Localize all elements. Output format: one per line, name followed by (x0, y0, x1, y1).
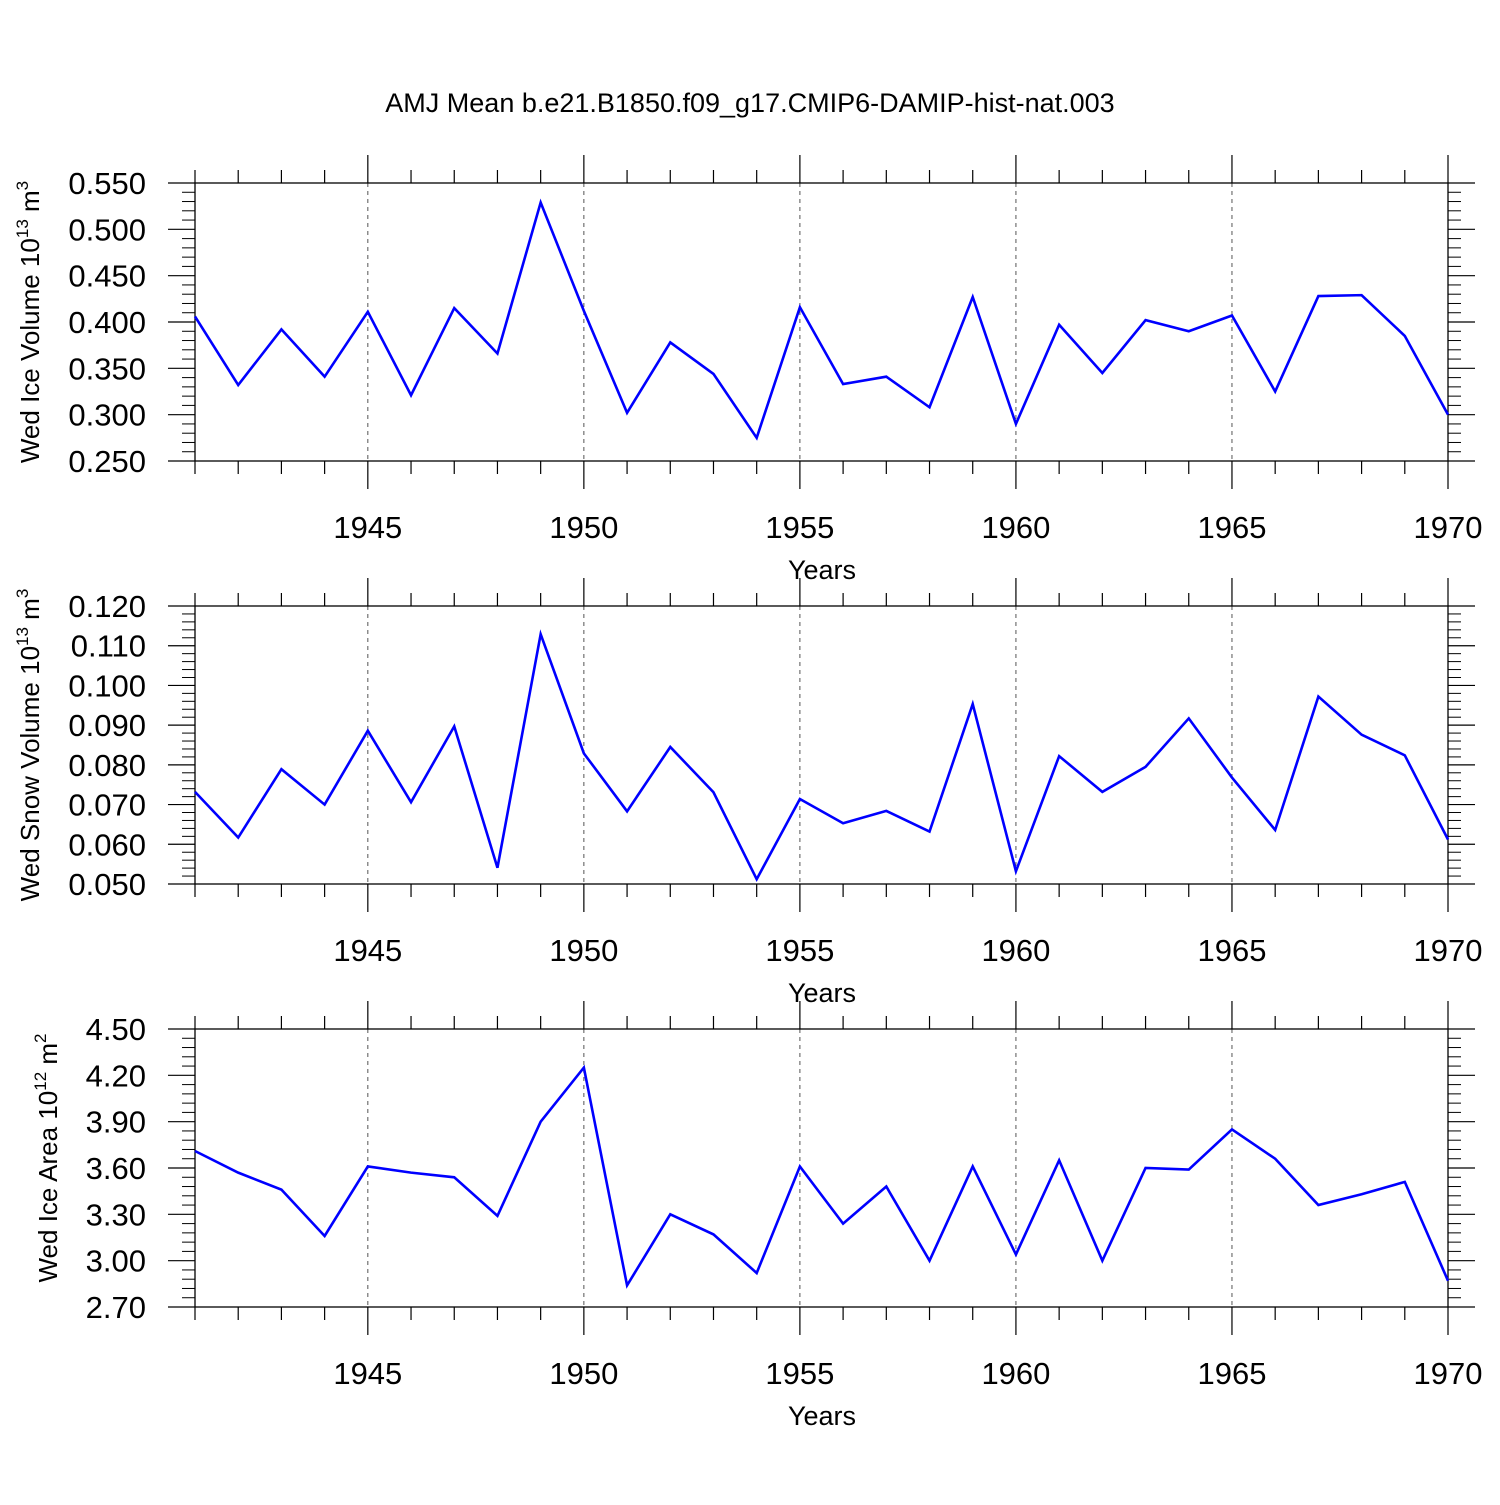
panel-1-y-axis-label: Wed Ice Volume 1013 m3 (13, 181, 45, 463)
panel-1-y-axis-label-part: Wed Ice Volume 10 (15, 238, 45, 463)
panel-3-y-tick-label: 4.20 (86, 1058, 146, 1093)
panel-3-y-axis-label-part: 2 (31, 1033, 50, 1042)
panel-1-y-tick-label: 0.500 (68, 212, 146, 247)
panel-2-series-line (194, 629, 1450, 883)
panel-1-x-axis-label: Years (788, 555, 856, 585)
panel-3-x-tick-label: 1945 (333, 1356, 402, 1391)
panel-1-x-tick-label: 1945 (333, 510, 402, 545)
panel-3-y-axis-label-part: Wed Ice Area 10 (33, 1091, 63, 1283)
panel-2-x-tick-label: 1965 (1197, 933, 1266, 968)
panel-2-x-tick-label: 1950 (549, 933, 618, 968)
panel-3-x-tick-label: 1950 (549, 1356, 618, 1391)
panel-3-y-tick-label: 3.60 (86, 1151, 146, 1186)
panel-3-y-tick-label: 4.50 (86, 1012, 146, 1047)
panel-1-y-tick-label: 0.550 (68, 166, 146, 201)
panel-2-x-tick-label: 1960 (981, 933, 1050, 968)
panel-2-y-tick-label: 0.120 (68, 589, 146, 624)
panel-2-y-tick-label: 0.080 (68, 748, 146, 783)
panel-1-y-tick-label: 0.350 (68, 351, 146, 386)
panel-2-y-tick-label: 0.060 (68, 827, 146, 862)
panel-1-y-tick-label: 0.400 (68, 305, 146, 340)
panel-2-y-tick-label: 0.090 (68, 708, 146, 743)
panel-2-x-axis-label: Years (788, 978, 856, 1008)
panel-1-y-axis-label-part: m (15, 190, 45, 219)
panel-2-y-axis-label-part: m (15, 598, 45, 627)
panel-1-y-axis-label-part: 3 (13, 181, 32, 190)
panel-3-series-line (194, 1064, 1450, 1289)
panel-3-x-tick-label: 1970 (1414, 1356, 1483, 1391)
panel-3-y-tick-label: 3.00 (86, 1244, 146, 1279)
panel-1-frame (194, 182, 1449, 462)
panel-2-y-tick-label: 0.050 (68, 867, 146, 902)
figure-title: AMJ Mean b.e21.B1850.f09_g17.CMIP6-DAMIP… (385, 88, 1115, 118)
panel-1-series-line (193, 198, 1450, 441)
panel-2-y-axis-label-part: 13 (13, 627, 32, 646)
panel-2-y-tick-label: 0.110 (71, 629, 146, 664)
panel-1-y-tick-label: 0.250 (68, 444, 146, 479)
panel-3-y-tick-label: 2.70 (86, 1290, 146, 1325)
panel-2-y-tick-label: 0.100 (68, 668, 146, 703)
panel-1-x-tick-label: 1965 (1197, 510, 1266, 545)
panel-1-y-axis-label-part: 13 (13, 219, 32, 238)
panel-3-y-tick-label: 3.30 (86, 1197, 146, 1232)
panel-3-y-axis-label: Wed Ice Area 1012 m2 (31, 1033, 63, 1282)
panel-1-x-tick-label: 1970 (1414, 510, 1483, 545)
panel-3-y-tick-label: 3.90 (86, 1105, 146, 1140)
panel-2-x-tick-label: 1970 (1414, 933, 1483, 968)
panel-2-y-axis-label: Wed Snow Volume 1013 m3 (13, 589, 45, 902)
panel-3-y-axis-label-part: m (33, 1043, 63, 1072)
panel-2-y-axis-label-part: Wed Snow Volume 10 (15, 646, 45, 901)
panel-2-x-tick-label: 1945 (333, 933, 402, 968)
panel-1-y-tick-label: 0.450 (68, 259, 146, 294)
panel-2-frame (194, 605, 1449, 885)
panel-3-x-tick-label: 1955 (765, 1356, 834, 1391)
panel-2-x-tick-label: 1955 (765, 933, 834, 968)
panel-1-y-tick-label: 0.300 (68, 398, 146, 433)
panel-1-x-tick-label: 1950 (549, 510, 618, 545)
panel-3-x-axis-label: Years (788, 1401, 856, 1431)
panel-3-y-axis-label-part: 12 (31, 1072, 50, 1091)
panel-2-y-axis-label-part: 3 (13, 589, 32, 598)
panel-2-y-tick-label: 0.070 (68, 788, 146, 823)
panel-1-x-tick-label: 1960 (981, 510, 1050, 545)
panel-3-x-tick-label: 1965 (1197, 1356, 1266, 1391)
panel-3-x-tick-label: 1960 (981, 1356, 1050, 1391)
panel-1-x-tick-label: 1955 (765, 510, 834, 545)
